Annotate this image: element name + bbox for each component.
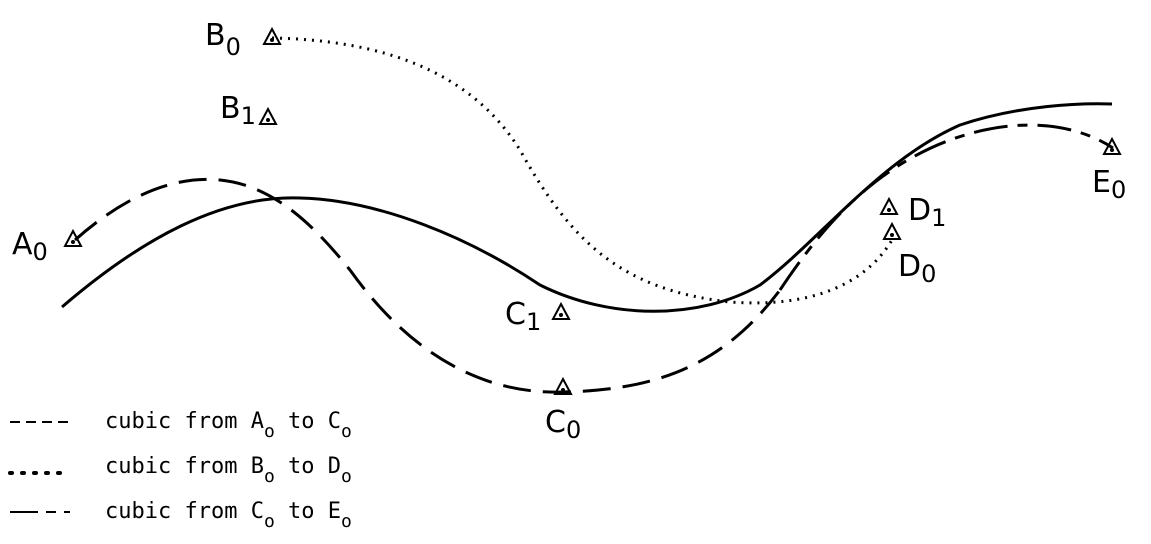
longshort-curve-c0-e0 [780,125,1113,290]
label-e0: E0 [1092,165,1126,204]
dashed-curve-a0-c0 [75,179,780,392]
marker-d1-icon [881,199,897,214]
label-d0: D0 [898,249,936,288]
solid-curve [62,104,1112,311]
legend-label: cubic from Bo to Do [105,454,352,487]
label-a0: A0 [12,227,48,266]
label-c0: C0 [545,405,581,444]
legend: cubic from Ao to Co cubic from Bo to Do … [10,409,352,532]
label-c1: C1 [505,297,541,336]
legend-label: cubic from Ao to Co [105,409,352,442]
label-b1: B1 [220,91,256,130]
label-d1: D1 [908,193,946,232]
marker-b1-icon [260,109,276,124]
legend-item: cubic from Bo to Do [10,454,352,487]
legend-item: cubic from Co to Eo [10,499,352,532]
legend-item: cubic from Ao to Co [10,409,352,442]
marker-c1-icon [553,304,569,319]
legend-label: cubic from Co to Eo [105,499,352,532]
marker-b0-icon [264,29,280,44]
label-b0: B0 [205,18,241,61]
marker-d0-icon [884,224,900,239]
